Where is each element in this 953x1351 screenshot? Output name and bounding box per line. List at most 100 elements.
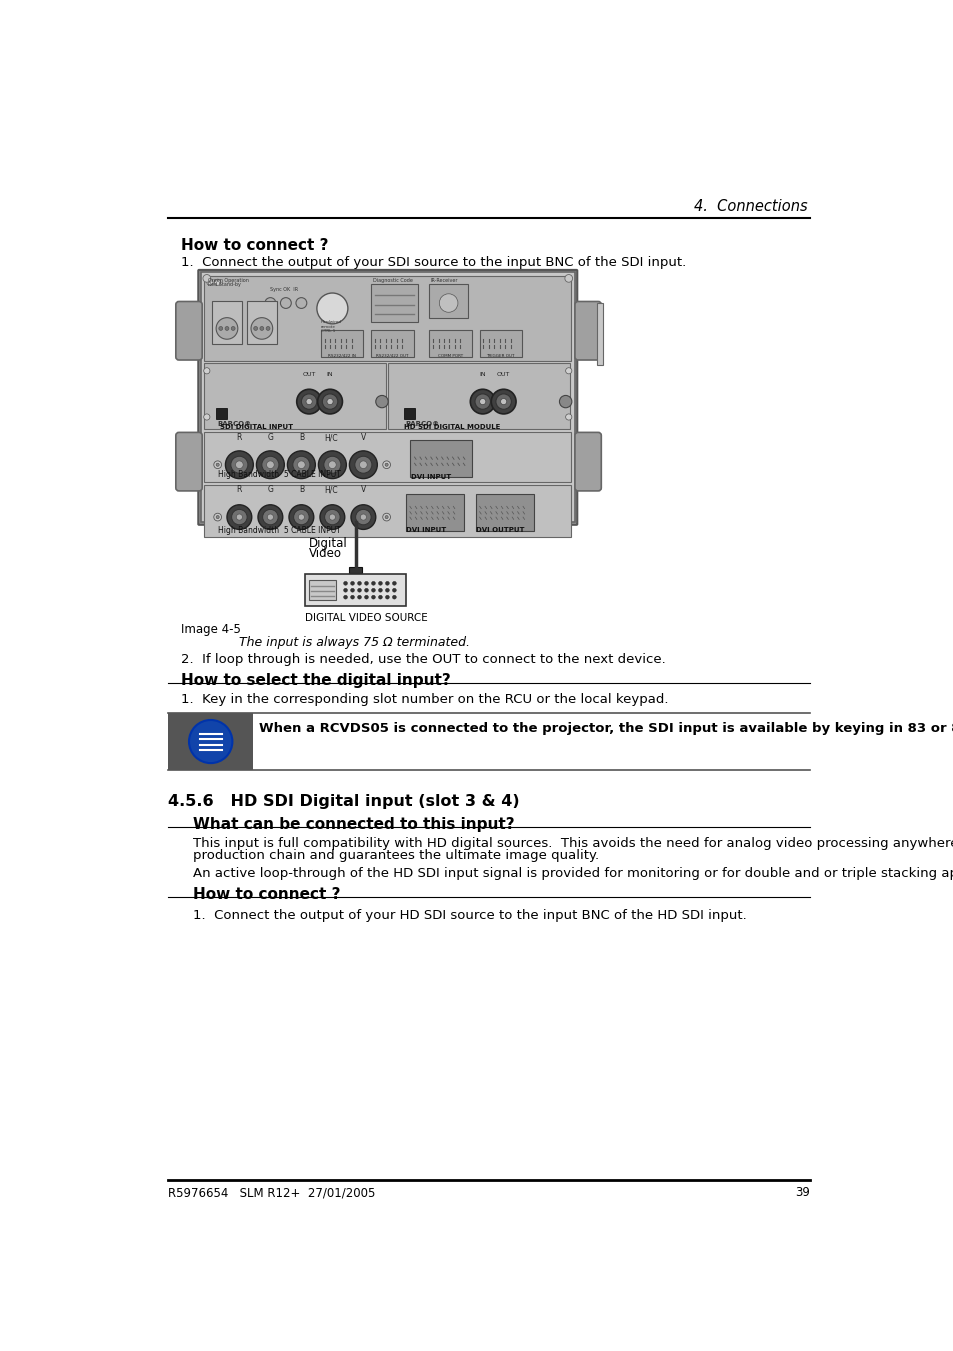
- Bar: [204, 485, 571, 538]
- Text: Hardwired
remote
CTRL 1: Hardwired remote CTRL 1: [320, 320, 341, 334]
- Text: HD SDI DIGITAL MODULE: HD SDI DIGITAL MODULE: [403, 424, 499, 430]
- Circle shape: [322, 394, 337, 409]
- Circle shape: [355, 457, 372, 473]
- Circle shape: [382, 461, 390, 469]
- Circle shape: [225, 327, 229, 331]
- Circle shape: [364, 596, 368, 598]
- Circle shape: [371, 581, 375, 585]
- Circle shape: [324, 509, 340, 524]
- FancyBboxPatch shape: [200, 273, 575, 523]
- Circle shape: [392, 588, 395, 592]
- FancyBboxPatch shape: [175, 301, 202, 359]
- Circle shape: [357, 596, 361, 598]
- Bar: [204, 363, 385, 428]
- Circle shape: [204, 367, 210, 374]
- Circle shape: [558, 396, 571, 408]
- Circle shape: [565, 413, 571, 420]
- Text: 2.  If loop through is needed, use the OUT to connect to the next device.: 2. If loop through is needed, use the OU…: [181, 653, 665, 666]
- Circle shape: [216, 516, 219, 519]
- Circle shape: [565, 367, 571, 374]
- Text: 1.  Connect the output of your HD SDI source to the input BNC of the HD SDI inpu: 1. Connect the output of your HD SDI sou…: [193, 909, 746, 921]
- Bar: [216, 408, 227, 419]
- Circle shape: [371, 588, 375, 592]
- Text: When a RCVDS05 is connected to the projector, the SDI input is available by keyi: When a RCVDS05 is connected to the proje…: [258, 721, 953, 735]
- Circle shape: [385, 581, 389, 585]
- Text: DVI OUTPUT: DVI OUTPUT: [476, 527, 524, 534]
- Circle shape: [189, 720, 233, 763]
- Text: BARCO®: BARCO®: [217, 422, 252, 427]
- Bar: [429, 284, 468, 319]
- Text: 1.  Connect the output of your SDI source to the input BNC of the SDI input.: 1. Connect the output of your SDI source…: [181, 257, 686, 269]
- Bar: [406, 494, 464, 531]
- Circle shape: [350, 581, 355, 585]
- Text: R: R: [236, 485, 242, 494]
- Circle shape: [496, 394, 511, 409]
- Text: DVI INPUT: DVI INPUT: [411, 474, 451, 480]
- Circle shape: [213, 461, 221, 469]
- Bar: [371, 330, 414, 357]
- Text: IN: IN: [326, 372, 333, 377]
- Circle shape: [297, 461, 305, 469]
- Text: V: V: [360, 434, 366, 442]
- Circle shape: [266, 327, 270, 331]
- Circle shape: [216, 463, 219, 466]
- Text: OUT: OUT: [497, 372, 510, 377]
- Circle shape: [385, 596, 389, 598]
- Bar: [305, 574, 406, 607]
- Circle shape: [214, 280, 220, 285]
- Bar: [349, 567, 361, 573]
- Circle shape: [378, 581, 382, 585]
- Text: DIGITAL VIDEO SOURCE: DIGITAL VIDEO SOURCE: [305, 612, 428, 623]
- FancyBboxPatch shape: [575, 301, 600, 359]
- Bar: [371, 284, 417, 323]
- Circle shape: [231, 457, 248, 473]
- Circle shape: [213, 513, 221, 521]
- Circle shape: [267, 513, 274, 520]
- Circle shape: [207, 280, 213, 285]
- Text: 4.5.6   HD SDI Digital input (slot 3 & 4): 4.5.6 HD SDI Digital input (slot 3 & 4): [168, 793, 519, 808]
- Circle shape: [236, 513, 242, 520]
- Text: 4.  Connections: 4. Connections: [693, 200, 806, 215]
- Circle shape: [378, 596, 382, 598]
- Text: An active loop-through of the HD SDI input signal is provided for monitoring or : An active loop-through of the HD SDI inp…: [193, 867, 953, 881]
- Circle shape: [327, 399, 333, 405]
- Text: IR-Receiver: IR-Receiver: [431, 278, 457, 284]
- Circle shape: [355, 509, 371, 524]
- Circle shape: [280, 297, 291, 308]
- Text: IN: IN: [479, 372, 485, 377]
- Bar: [479, 330, 521, 357]
- Circle shape: [470, 389, 495, 413]
- Text: B: B: [298, 485, 304, 494]
- FancyBboxPatch shape: [175, 432, 202, 490]
- Circle shape: [295, 297, 307, 308]
- Bar: [388, 363, 569, 428]
- Text: TRIGGER OUT: TRIGGER OUT: [486, 354, 515, 358]
- Bar: [204, 432, 571, 482]
- Circle shape: [479, 399, 485, 405]
- Text: G: G: [267, 434, 273, 442]
- Circle shape: [203, 274, 211, 282]
- Circle shape: [319, 505, 344, 530]
- Circle shape: [289, 505, 314, 530]
- Circle shape: [357, 588, 361, 592]
- Circle shape: [218, 327, 222, 331]
- Text: Sync OK  IR: Sync OK IR: [270, 286, 298, 292]
- Circle shape: [392, 581, 395, 585]
- Circle shape: [360, 513, 366, 520]
- Circle shape: [323, 457, 340, 473]
- Circle shape: [316, 293, 348, 324]
- Text: Green Operation: Green Operation: [208, 278, 249, 284]
- Circle shape: [364, 581, 368, 585]
- Circle shape: [235, 461, 243, 469]
- Bar: [320, 330, 363, 357]
- Circle shape: [343, 581, 347, 585]
- Circle shape: [359, 461, 367, 469]
- Text: V: V: [360, 485, 366, 494]
- Circle shape: [328, 461, 335, 469]
- Circle shape: [439, 293, 457, 312]
- Text: The input is always 75 Ω terminated.: The input is always 75 Ω terminated.: [239, 636, 470, 648]
- Circle shape: [294, 509, 309, 524]
- Circle shape: [385, 516, 388, 519]
- Text: 1.  Key in the corresponding slot number on the RCU or the local keypad.: 1. Key in the corresponding slot number …: [181, 693, 668, 707]
- Circle shape: [351, 505, 375, 530]
